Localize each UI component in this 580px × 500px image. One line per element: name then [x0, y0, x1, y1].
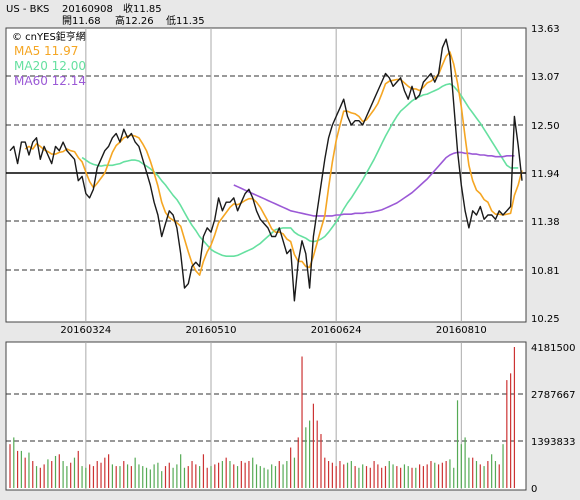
ma-legend-label: MA5 11.97 — [14, 44, 78, 58]
price-x-tick-label: 20160810 — [436, 325, 487, 336]
ma-legend-label: MA20 12.00 — [14, 59, 86, 73]
volume-y-tick-label: 2787667 — [531, 390, 576, 401]
price-y-tick-label: 13.63 — [531, 24, 560, 35]
volume-y-tick-label: 1393833 — [531, 437, 576, 448]
volume-y-tick-label: 4181500 — [531, 343, 576, 354]
open-label: 開11.68 — [62, 15, 101, 27]
volume-bars — [9, 347, 516, 488]
price-y-tick-label: 12.50 — [531, 121, 560, 132]
price-panel — [5, 27, 527, 323]
price-y-tick-label: 10.81 — [531, 266, 560, 277]
watermark-label: © cnYES鉅亨網 — [12, 30, 86, 43]
close-label: 收11.85 — [123, 2, 162, 15]
price-y-tick-label: 11.38 — [531, 217, 560, 228]
price-line — [9, 38, 523, 302]
high-label: 高12.26 — [115, 14, 154, 27]
price-y-tick-label: 13.07 — [531, 72, 560, 83]
ma-legend-label: MA60 12.14 — [14, 74, 86, 88]
price-x-axis: 20160324 20160510 20160624 20160810 — [60, 325, 486, 336]
price-y-tick-label: 10.25 — [531, 314, 560, 325]
price-x-tick-label: 20160510 — [186, 325, 237, 336]
price-lines — [9, 38, 523, 302]
volume-y-axis: 4181500 2787667 1393833 0 — [531, 343, 576, 495]
price-y-tick-label: 11.94 — [531, 169, 560, 180]
price-x-tick-label: 20160624 — [311, 325, 362, 336]
price-grid — [6, 28, 526, 322]
low-label: 低11.35 — [166, 14, 205, 27]
volume-panel — [5, 341, 527, 491]
volume-y-tick-label: 0 — [531, 484, 537, 495]
price-x-tick-label: 20160324 — [60, 325, 111, 336]
price-y-axis: 13.63 13.07 12.50 11.94 11.38 10.81 10.25 — [531, 24, 560, 325]
date-label: 20160908 — [62, 4, 113, 15]
symbol-label: US - BKS — [6, 4, 49, 15]
